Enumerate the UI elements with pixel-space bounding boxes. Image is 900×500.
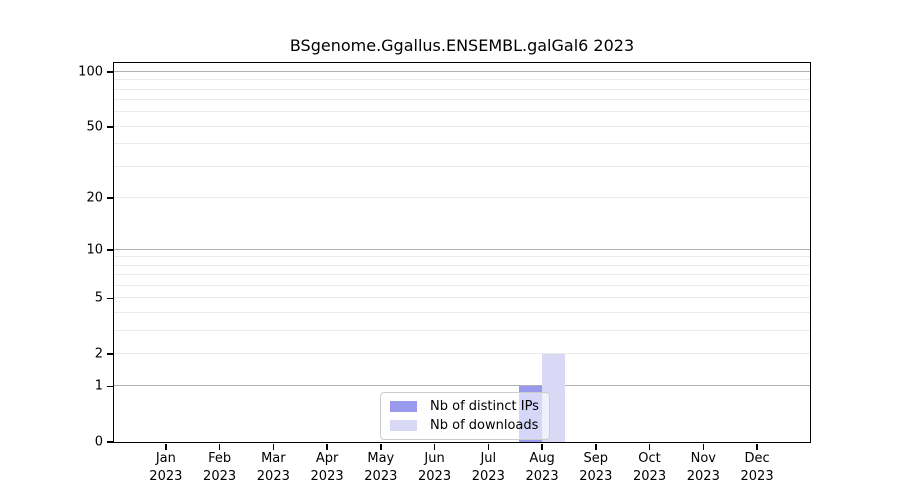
y-tick-label: 2 bbox=[94, 346, 103, 362]
x-tick-month: Jun bbox=[424, 451, 445, 466]
legend-swatch-distinct-ips bbox=[390, 401, 417, 412]
y-gridline-minor bbox=[114, 111, 810, 113]
x-tick-year: 2023 bbox=[364, 469, 398, 484]
x-tick-label: Jun 2023 bbox=[418, 450, 451, 486]
x-tick bbox=[702, 443, 705, 450]
x-tick-label: Jan 2023 bbox=[149, 450, 182, 486]
x-tick bbox=[272, 443, 275, 450]
x-tick-month: Feb bbox=[208, 451, 232, 466]
x-tick-year: 2023 bbox=[579, 469, 613, 484]
y-gridline-minor bbox=[114, 311, 810, 313]
y-gridline-minor bbox=[114, 285, 810, 286]
y-tick-label: 20 bbox=[86, 190, 103, 206]
x-tick-year: 2023 bbox=[633, 469, 667, 484]
y-gridline-minor bbox=[114, 99, 810, 101]
y-tick bbox=[106, 353, 113, 355]
x-tick bbox=[541, 443, 543, 450]
x-tick bbox=[487, 443, 490, 450]
x-tick-label: Jul 2023 bbox=[472, 450, 505, 486]
y-gridline-minor bbox=[114, 79, 810, 81]
y-gridline-major bbox=[114, 71, 810, 73]
x-tick bbox=[165, 443, 167, 450]
y-gridline-minor bbox=[114, 329, 810, 331]
x-tick-label: Aug 2023 bbox=[526, 450, 559, 486]
y-tick bbox=[106, 385, 113, 388]
y-tick bbox=[106, 249, 113, 251]
y-gridline-minor bbox=[114, 125, 810, 127]
x-tick-year: 2023 bbox=[740, 469, 774, 484]
y-tick-label: 50 bbox=[86, 119, 103, 135]
y-gridline-minor bbox=[114, 274, 810, 276]
legend-label-downloads: Nb of downloads bbox=[430, 418, 539, 433]
x-tick-year: 2023 bbox=[203, 469, 237, 484]
legend-item-distinct-ips: Nb of distinct IPs bbox=[390, 399, 539, 414]
legend-label-distinct-ips: Nb of distinct IPs bbox=[430, 399, 539, 414]
x-tick bbox=[648, 443, 651, 450]
y-tick-label: 1 bbox=[94, 378, 103, 394]
x-tick-month: May bbox=[367, 451, 395, 466]
y-gridline-minor bbox=[114, 256, 810, 258]
x-tick-month: Oct bbox=[638, 451, 661, 466]
x-tick bbox=[595, 443, 597, 450]
chart-title: BSgenome.Ggallus.ENSEMBL.galGal6 2023 bbox=[289, 36, 635, 55]
x-tick-year: 2023 bbox=[256, 469, 290, 484]
x-tick-month: Jul bbox=[480, 451, 497, 466]
x-tick-month: Mar bbox=[261, 451, 286, 466]
y-gridline-minor bbox=[114, 143, 810, 145]
y-gridline-minor bbox=[114, 264, 810, 266]
y-tick bbox=[106, 441, 113, 443]
legend: Nb of distinct IPs Nb of downloads bbox=[380, 392, 550, 440]
x-tick-year: 2023 bbox=[525, 469, 559, 484]
y-tick-label: 0 bbox=[94, 434, 103, 450]
x-tick bbox=[433, 443, 436, 450]
y-gridline-minor bbox=[114, 196, 810, 198]
x-tick-month: Aug bbox=[529, 451, 555, 466]
y-tick-label: 5 bbox=[94, 290, 103, 306]
x-tick-month: Jan bbox=[155, 451, 176, 466]
y-gridline-major bbox=[114, 385, 810, 387]
x-tick-month: Sep bbox=[583, 451, 609, 466]
y-gridline-minor bbox=[114, 297, 810, 299]
x-tick bbox=[326, 443, 328, 450]
x-tick-label: Sep 2023 bbox=[579, 450, 612, 486]
x-tick-label: Dec 2023 bbox=[741, 450, 774, 486]
x-tick-year: 2023 bbox=[149, 469, 183, 484]
x-tick bbox=[218, 443, 221, 450]
x-tick-month: Nov bbox=[690, 451, 716, 466]
x-tick-label: Feb 2023 bbox=[203, 450, 236, 486]
y-tick bbox=[106, 197, 113, 199]
plot-area: Nb of distinct IPs Nb of downloads 0 1 2 5 1… bbox=[78, 62, 811, 484]
x-tick bbox=[380, 443, 382, 450]
y-tick bbox=[106, 71, 113, 73]
x-tick-year: 2023 bbox=[310, 469, 344, 484]
x-tick bbox=[756, 443, 758, 450]
x-tick-label: Oct 2023 bbox=[633, 450, 666, 486]
x-tick-year: 2023 bbox=[471, 469, 505, 484]
legend-swatch-downloads bbox=[390, 420, 417, 431]
y-tick bbox=[106, 126, 113, 128]
y-gridline-minor bbox=[114, 88, 810, 90]
x-tick-month: Dec bbox=[744, 451, 770, 466]
y-tick-label: 100 bbox=[78, 64, 103, 80]
legend-item-downloads: Nb of downloads bbox=[390, 418, 539, 433]
x-tick-year: 2023 bbox=[418, 469, 452, 484]
x-tick-label: Apr 2023 bbox=[311, 450, 344, 486]
x-tick-label: Mar 2023 bbox=[257, 450, 290, 486]
x-tick-month: Apr bbox=[315, 451, 339, 466]
y-gridline-major bbox=[114, 248, 810, 250]
x-tick-year: 2023 bbox=[686, 469, 720, 484]
y-tick bbox=[106, 297, 113, 300]
y-gridline-minor bbox=[114, 352, 810, 354]
x-tick-label: Nov 2023 bbox=[687, 450, 720, 486]
x-tick-label: May 2023 bbox=[364, 450, 397, 486]
y-tick-label: 10 bbox=[86, 242, 103, 258]
y-gridline-minor bbox=[114, 165, 810, 167]
